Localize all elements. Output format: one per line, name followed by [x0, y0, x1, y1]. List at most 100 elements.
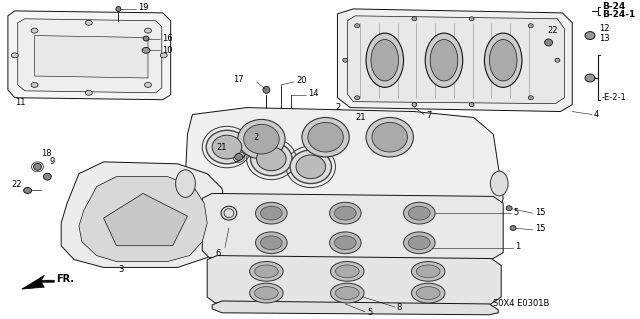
Ellipse shape: [585, 74, 595, 82]
Ellipse shape: [417, 287, 440, 300]
Ellipse shape: [490, 40, 517, 81]
Ellipse shape: [412, 262, 445, 281]
Text: -E-2-1: -E-2-1: [602, 93, 627, 102]
Ellipse shape: [263, 86, 270, 93]
Text: S0X4 E0301B: S0X4 E0301B: [493, 300, 550, 308]
Text: 12: 12: [599, 24, 609, 33]
Text: 2: 2: [335, 103, 340, 112]
Ellipse shape: [85, 20, 92, 25]
Ellipse shape: [335, 206, 356, 220]
Text: 22: 22: [12, 180, 22, 189]
Ellipse shape: [296, 155, 326, 179]
Text: 3: 3: [118, 265, 124, 274]
Text: 18: 18: [42, 150, 52, 159]
Ellipse shape: [44, 173, 51, 180]
Ellipse shape: [330, 202, 361, 224]
Text: 21: 21: [216, 143, 227, 152]
Ellipse shape: [372, 122, 408, 152]
Polygon shape: [207, 256, 501, 305]
Ellipse shape: [206, 130, 248, 164]
Ellipse shape: [335, 287, 359, 300]
Text: B-24: B-24: [602, 3, 625, 11]
Ellipse shape: [235, 153, 243, 160]
Ellipse shape: [290, 150, 332, 183]
Ellipse shape: [308, 122, 343, 152]
Ellipse shape: [555, 58, 560, 62]
Ellipse shape: [244, 124, 279, 154]
Polygon shape: [104, 193, 188, 246]
Text: 9: 9: [49, 157, 54, 166]
Ellipse shape: [302, 117, 349, 157]
Text: 8: 8: [397, 303, 402, 312]
Text: 20: 20: [296, 77, 307, 85]
Ellipse shape: [255, 202, 287, 224]
Text: 7: 7: [426, 111, 431, 120]
Polygon shape: [8, 11, 171, 100]
Ellipse shape: [250, 283, 283, 303]
Ellipse shape: [85, 90, 92, 95]
Ellipse shape: [469, 103, 474, 107]
Ellipse shape: [161, 53, 167, 58]
Ellipse shape: [408, 206, 430, 220]
Ellipse shape: [506, 206, 512, 211]
Text: 14: 14: [308, 89, 318, 98]
Text: 17: 17: [233, 76, 244, 85]
Ellipse shape: [175, 170, 195, 197]
Text: 5: 5: [513, 208, 518, 217]
Text: 15: 15: [535, 225, 545, 234]
Text: 10: 10: [162, 46, 172, 55]
Ellipse shape: [529, 24, 533, 28]
Ellipse shape: [585, 32, 595, 40]
Ellipse shape: [335, 265, 359, 278]
Ellipse shape: [343, 58, 348, 62]
Ellipse shape: [355, 96, 360, 100]
Ellipse shape: [490, 171, 508, 196]
Ellipse shape: [33, 163, 42, 170]
Ellipse shape: [212, 135, 242, 159]
Text: 16: 16: [162, 34, 172, 43]
Polygon shape: [337, 9, 572, 112]
Ellipse shape: [335, 236, 356, 250]
Ellipse shape: [330, 232, 361, 254]
Ellipse shape: [255, 265, 278, 278]
Ellipse shape: [330, 283, 364, 303]
Ellipse shape: [250, 262, 283, 281]
Polygon shape: [79, 177, 207, 262]
Text: B-24-1: B-24-1: [602, 10, 635, 19]
Ellipse shape: [251, 142, 292, 176]
Ellipse shape: [142, 48, 150, 53]
Ellipse shape: [143, 36, 149, 41]
Ellipse shape: [31, 82, 38, 87]
Ellipse shape: [408, 236, 430, 250]
Text: 15: 15: [535, 208, 545, 217]
Ellipse shape: [145, 82, 152, 87]
Text: 13: 13: [599, 34, 609, 43]
Text: 1: 1: [515, 242, 520, 251]
Polygon shape: [202, 193, 503, 260]
Ellipse shape: [529, 96, 533, 100]
Polygon shape: [35, 35, 148, 78]
Text: 21: 21: [355, 113, 365, 122]
Ellipse shape: [12, 53, 19, 58]
Text: 11: 11: [15, 98, 26, 107]
Ellipse shape: [412, 103, 417, 107]
Ellipse shape: [545, 39, 552, 46]
Polygon shape: [186, 108, 503, 256]
Ellipse shape: [355, 24, 360, 28]
Polygon shape: [22, 275, 54, 289]
Ellipse shape: [510, 226, 516, 230]
Ellipse shape: [412, 283, 445, 303]
Polygon shape: [61, 162, 227, 267]
Ellipse shape: [255, 287, 278, 300]
Text: 5: 5: [367, 308, 372, 317]
Ellipse shape: [330, 262, 364, 281]
Ellipse shape: [255, 232, 287, 254]
Text: FR.: FR.: [56, 274, 74, 284]
Ellipse shape: [366, 33, 404, 87]
Polygon shape: [348, 16, 564, 104]
Polygon shape: [18, 19, 162, 93]
Ellipse shape: [31, 28, 38, 33]
Ellipse shape: [430, 40, 458, 81]
Ellipse shape: [24, 188, 31, 193]
Text: 22: 22: [548, 26, 558, 35]
